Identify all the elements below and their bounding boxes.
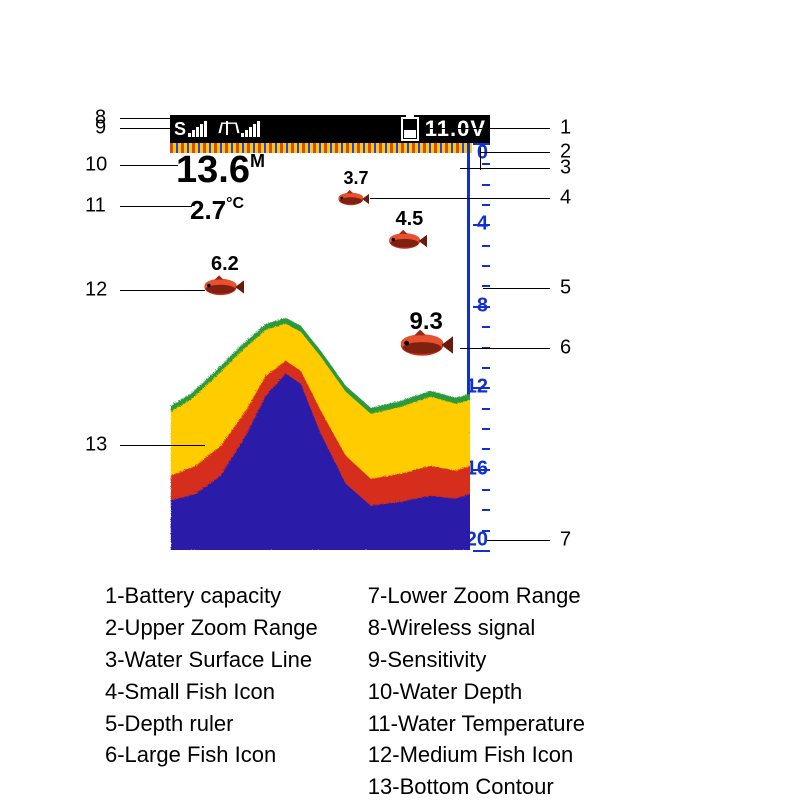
callout-number: 4: [560, 187, 571, 210]
legend-item: 1-Battery capacity: [105, 580, 318, 612]
callout-line: [480, 152, 550, 153]
legend-item: 4-Small Fish Icon: [105, 676, 318, 708]
legend: 1-Battery capacity2-Upper Zoom Range3-Wa…: [105, 580, 705, 803]
temp-value: 2.7: [190, 195, 226, 225]
legend-item: 6-Large Fish Icon: [105, 739, 318, 771]
water-depth-readout: 13.6M: [176, 151, 265, 189]
callout-line: [120, 445, 205, 446]
legend-item: 12-Medium Fish Icon: [368, 739, 585, 771]
callout-number: 11: [85, 195, 106, 218]
callout-line: [120, 290, 205, 291]
depth-ruler: 048121620: [467, 143, 490, 550]
fish-depth-label: 9.3: [410, 308, 443, 336]
callout-number: 6: [560, 337, 571, 360]
callout-number: 3: [560, 157, 571, 180]
callout-number: 10: [85, 154, 107, 177]
callout-line: [370, 198, 550, 199]
legend-item: 13-Bottom Contour: [368, 771, 585, 803]
legend-item: 2-Upper Zoom Range: [105, 612, 318, 644]
callout-line: [120, 118, 300, 119]
callout-line: [430, 128, 550, 129]
depth-value: 13.6: [176, 149, 250, 191]
callout-number: 13: [85, 434, 107, 457]
legend-item: 10-Water Depth: [368, 676, 585, 708]
callout-line: [487, 540, 550, 541]
callout-line: [120, 165, 178, 166]
temp-unit: °C: [226, 195, 244, 212]
callout-line: [483, 288, 550, 289]
callout-number: 9: [95, 117, 106, 140]
callout-number: 1: [560, 117, 571, 140]
fish-depth-label: 6.2: [211, 253, 239, 276]
water-temperature-readout: 2.7°C: [190, 195, 244, 226]
ruler-label: 8: [477, 294, 488, 317]
callout-number: 7: [560, 529, 571, 552]
callout-line: [460, 348, 550, 349]
ruler-label: 4: [477, 213, 488, 236]
depth-unit: M: [250, 151, 265, 171]
legend-item: 7-Lower Zoom Range: [368, 580, 585, 612]
callout-line: [120, 206, 192, 207]
callout-number: 12: [85, 279, 107, 302]
legend-item: 3-Water Surface Line: [105, 644, 318, 676]
legend-item: 11-Water Temperature: [368, 708, 585, 740]
legend-col-1: 1-Battery capacity2-Upper Zoom Range3-Wa…: [105, 580, 318, 803]
fishfinder-screen: S 11.0V 13.6M 2.7°C 048121620: [170, 115, 490, 550]
legend-item: 9-Sensitivity: [368, 644, 585, 676]
legend-item: 8-Wireless signal: [368, 612, 585, 644]
legend-col-2: 7-Lower Zoom Range8-Wireless signal9-Sen…: [368, 580, 585, 803]
fish-depth-label: 3.7: [344, 168, 369, 189]
status-bar: S 11.0V: [170, 115, 490, 143]
sensitivity-indicator: S: [174, 119, 186, 140]
sensitivity-bars-icon: [188, 121, 207, 137]
callout-line: [120, 128, 178, 129]
callout-number: 5: [560, 277, 571, 300]
legend-item: 5-Depth ruler: [105, 708, 318, 740]
wireless-bars-icon: [241, 121, 260, 137]
ruler-label: 0: [477, 142, 488, 165]
callout-line: [460, 168, 550, 169]
small-fish-icon: [335, 190, 369, 213]
medium-fish-icon: [385, 230, 427, 257]
medium-fish-icon: [200, 275, 244, 304]
battery-icon: [401, 117, 419, 141]
wireless-signal-icon: [217, 119, 237, 139]
battery-voltage: 11.0V: [425, 116, 486, 142]
fish-depth-label: 4.5: [396, 208, 424, 231]
